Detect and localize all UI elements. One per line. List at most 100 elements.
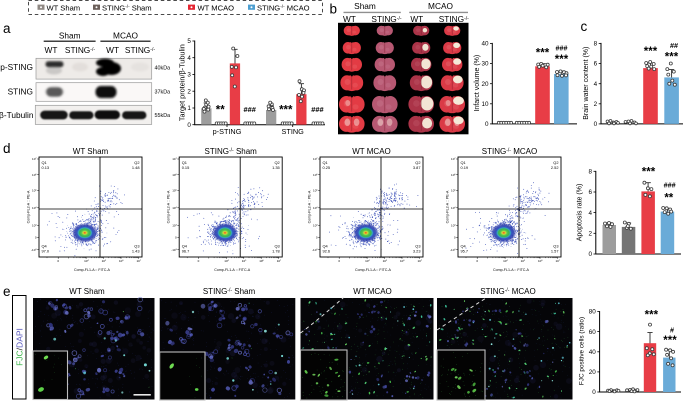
svg-text:0: 0 — [198, 259, 200, 263]
svg-text:STING-/- MCAO: STING-/- MCAO — [257, 3, 310, 12]
svg-text:Q3: Q3 — [134, 244, 139, 249]
svg-text:Target protein/β-Tubulin: Target protein/β-Tubulin — [178, 44, 187, 121]
svg-text:1.35: 1.35 — [272, 165, 280, 170]
svg-text:0: 0 — [592, 389, 596, 396]
svg-text:***: *** — [555, 54, 569, 66]
svg-text:Brain water content (%): Brain water content (%) — [583, 47, 590, 120]
svg-text:c: c — [581, 19, 588, 34]
svg-text:e: e — [3, 284, 11, 299]
svg-text:MCAO: MCAO — [113, 31, 138, 41]
svg-text:Q3: Q3 — [553, 244, 558, 249]
svg-text:-103: -103 — [31, 248, 37, 252]
svg-text:104: 104 — [172, 206, 177, 210]
svg-text:104: 104 — [365, 259, 370, 263]
svg-text:40: 40 — [481, 41, 489, 48]
svg-text:Q4: Q4 — [182, 244, 188, 249]
svg-text:0: 0 — [454, 236, 456, 240]
svg-text:Comp-FL1-A :: FITC-A: Comp-FL1-A :: FITC-A — [214, 268, 251, 272]
svg-text:105: 105 — [313, 189, 318, 193]
svg-text:107: 107 — [137, 259, 142, 263]
svg-text:Q3: Q3 — [274, 244, 279, 249]
svg-text:104: 104 — [313, 206, 318, 210]
svg-text:106: 106 — [119, 259, 124, 263]
svg-text:Q4: Q4 — [323, 244, 329, 249]
svg-text:Q4: Q4 — [461, 244, 467, 249]
svg-text:b: b — [330, 2, 338, 17]
svg-text:40kDa: 40kDa — [155, 66, 171, 72]
svg-text:###: ### — [664, 180, 676, 189]
svg-text:Q2: Q2 — [553, 160, 558, 165]
svg-text:0: 0 — [485, 121, 489, 128]
svg-text:***: *** — [645, 310, 659, 322]
svg-text:p-STING: p-STING — [0, 62, 33, 72]
svg-text:WT: WT — [343, 14, 356, 24]
svg-text:STING: STING — [8, 87, 33, 97]
svg-text:105: 105 — [451, 189, 456, 193]
svg-text:***: *** — [279, 105, 293, 117]
svg-text:Q3: Q3 — [415, 244, 420, 249]
svg-text:6: 6 — [594, 61, 598, 68]
svg-text:Comp-FL1-A :: FITC-A: Comp-FL1-A :: FITC-A — [355, 268, 392, 272]
svg-text:106: 106 — [451, 173, 456, 177]
svg-text:0: 0 — [338, 259, 340, 263]
svg-text:6: 6 — [588, 189, 592, 196]
svg-text:Q2: Q2 — [415, 160, 420, 165]
svg-text:Q2: Q2 — [274, 160, 279, 165]
svg-text:Comp-FL1-A :: FITC-A: Comp-FL1-A :: FITC-A — [74, 268, 111, 272]
svg-text:20: 20 — [589, 369, 597, 376]
svg-text:0: 0 — [57, 259, 59, 263]
svg-text:37kDa: 37kDa — [155, 89, 171, 95]
svg-text:β-Tubulin: β-Tubulin — [0, 110, 34, 120]
svg-text:-103: -103 — [171, 248, 177, 252]
svg-text:104: 104 — [32, 206, 37, 210]
svg-text:0: 0 — [175, 236, 177, 240]
svg-text:106: 106 — [313, 173, 318, 177]
svg-text:107: 107 — [172, 157, 177, 161]
svg-text:3.23: 3.23 — [413, 249, 421, 254]
svg-text:STING-/- Sham: STING-/- Sham — [203, 287, 256, 296]
svg-text:105: 105 — [102, 259, 107, 263]
svg-text:Comp-FL2-A :: PE-A: Comp-FL2-A :: PE-A — [167, 190, 171, 223]
svg-text:WT: WT — [410, 14, 423, 24]
svg-text:STING-/- Sham: STING-/- Sham — [102, 3, 152, 12]
svg-text:WT MCAO: WT MCAO — [198, 3, 235, 12]
svg-text:STING-/- MCAO: STING-/- MCAO — [480, 287, 535, 296]
svg-text:92.6: 92.6 — [323, 249, 331, 254]
svg-text:2: 2 — [187, 88, 191, 95]
svg-text:3: 3 — [187, 72, 191, 79]
svg-text:Comp-FL1-A :: FITC-A: Comp-FL1-A :: FITC-A — [493, 268, 530, 272]
svg-text:Q1: Q1 — [323, 160, 328, 165]
svg-text:WT Sham: WT Sham — [69, 287, 105, 296]
svg-text:Comp-FL2-A :: PE-A: Comp-FL2-A :: PE-A — [27, 190, 31, 223]
svg-text:80: 80 — [589, 309, 597, 316]
svg-text:107: 107 — [32, 157, 37, 161]
svg-text:#: # — [670, 325, 674, 334]
svg-text:WT MCAO: WT MCAO — [352, 147, 391, 156]
svg-text:***: *** — [663, 335, 677, 347]
svg-text:###: ### — [311, 105, 323, 114]
svg-text:0.25: 0.25 — [323, 165, 331, 170]
svg-text:d: d — [3, 141, 11, 156]
svg-text:Comp-FL2-A :: PE-A: Comp-FL2-A :: PE-A — [446, 190, 450, 223]
svg-text:STING-/- Sham: STING-/- Sham — [205, 147, 258, 156]
svg-text:4: 4 — [594, 81, 598, 88]
svg-text:104: 104 — [503, 259, 508, 263]
svg-text:###: ### — [244, 105, 256, 114]
svg-text:Apoptosis rate (%): Apoptosis rate (%) — [577, 184, 584, 242]
svg-text:0: 0 — [594, 121, 598, 128]
svg-text:***: *** — [642, 167, 656, 179]
svg-text:104: 104 — [451, 206, 456, 210]
svg-text:Q4: Q4 — [42, 244, 48, 249]
svg-text:Sham: Sham — [59, 31, 81, 41]
svg-text:WT MCAO: WT MCAO — [353, 287, 392, 296]
svg-text:0: 0 — [35, 236, 37, 240]
svg-text:107: 107 — [277, 259, 282, 263]
svg-text:2: 2 — [594, 101, 598, 108]
svg-text:0.13: 0.13 — [42, 165, 50, 170]
svg-text:107: 107 — [418, 259, 423, 263]
svg-text:106: 106 — [259, 259, 264, 263]
svg-text:STING-/-: STING-/- — [371, 14, 401, 24]
svg-text:Infarct volume (%): Infarct volume (%) — [474, 55, 481, 112]
svg-text:104: 104 — [224, 259, 229, 263]
svg-text:105: 105 — [172, 189, 177, 193]
